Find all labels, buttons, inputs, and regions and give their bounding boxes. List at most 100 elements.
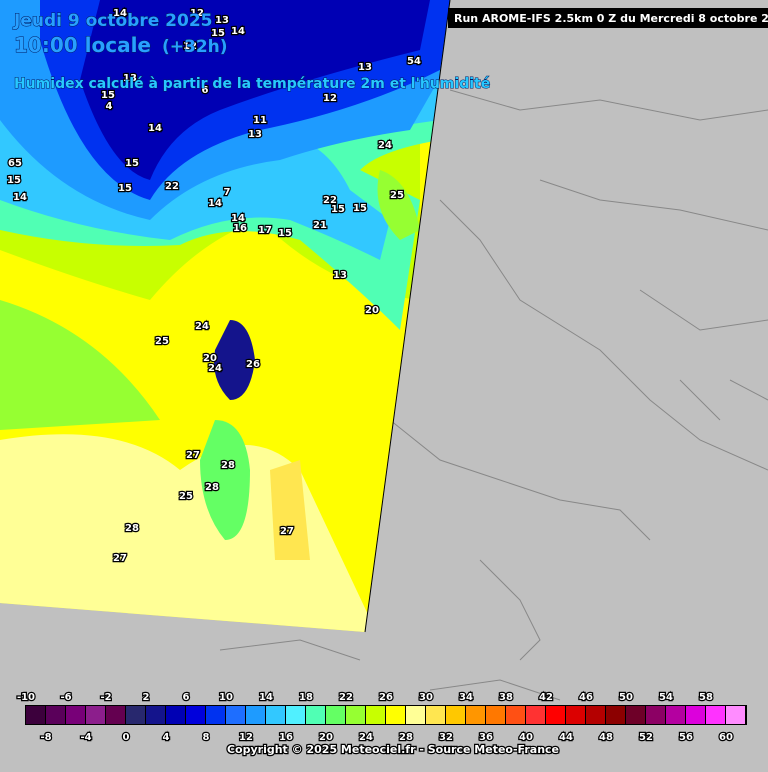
subtitle: Humidex calculé à partir de la températu… — [14, 76, 490, 92]
legend-tick-label: 40 — [519, 732, 533, 743]
contour-label: 15 — [118, 183, 132, 194]
legend-tick-label: 2 — [143, 692, 150, 703]
contour-label: 26 — [246, 359, 260, 370]
land-borders — [219, 89, 768, 701]
contour-label: 14 — [148, 123, 162, 134]
legend-tick-label: 50 — [619, 692, 633, 703]
contour-label: 25 — [390, 190, 404, 201]
legend-tick-label: 44 — [559, 732, 573, 743]
legend-tick-label: 8 — [203, 732, 210, 743]
contour-label: 27 — [113, 553, 127, 564]
domain-edge — [364, 0, 451, 633]
contour-label: 15 — [353, 203, 367, 214]
legend-tick-label: 48 — [599, 732, 613, 743]
contour-label: 54 — [407, 56, 421, 67]
legend-tick-label: 14 — [259, 692, 273, 703]
contour-label: 14 — [231, 26, 245, 37]
legend-tick-label: 54 — [659, 692, 673, 703]
legend-swatch — [666, 706, 685, 724]
contour-label: 14 — [113, 8, 127, 19]
legend-swatch — [126, 706, 145, 724]
legend-tick-label: 56 — [679, 732, 693, 743]
contour-label: 28 — [125, 523, 139, 534]
run-info: Run AROME-IFS 2.5km 0 Z du Mercredi 8 oc… — [454, 12, 768, 25]
contour-label: 13 — [123, 73, 137, 84]
legend-swatch — [346, 706, 365, 724]
legend-tick-label: 16 — [279, 732, 293, 743]
legend-tick-label: 24 — [359, 732, 373, 743]
contour-label: 21 — [313, 220, 327, 231]
legend-swatch — [526, 706, 545, 724]
legend-tick-label: 26 — [379, 692, 393, 703]
legend-swatch — [726, 706, 745, 724]
contour-label: 15 — [125, 158, 139, 169]
contour-label: 27 — [280, 526, 294, 537]
contour-label: 28 — [205, 482, 219, 493]
contour-label: 4 — [106, 101, 113, 112]
legend-tick-label: 58 — [699, 692, 713, 703]
legend-swatch — [226, 706, 245, 724]
contour-label: 20 — [365, 305, 379, 316]
legend-tick-label: 42 — [539, 692, 553, 703]
legend-swatch — [646, 706, 665, 724]
contour-label: 13 — [248, 129, 262, 140]
legend-tick-label: 22 — [339, 692, 353, 703]
legend-tick-label: 52 — [639, 732, 653, 743]
contour-label: 14 — [231, 213, 245, 224]
legend-tick-label: 30 — [419, 692, 433, 703]
contour-label: 15 — [101, 90, 115, 101]
contour-label: 14 — [208, 198, 222, 209]
legend-tick-label: -6 — [60, 692, 71, 703]
time: 10:00 locale — [14, 33, 151, 57]
legend-tick-label: -8 — [40, 732, 51, 743]
legend-swatch — [626, 706, 645, 724]
contour-label: 25 — [179, 491, 193, 502]
legend-tick-label: 10 — [219, 692, 233, 703]
legend-swatch — [186, 706, 205, 724]
contour-label: 13 — [358, 62, 372, 73]
contour-label: 20 — [203, 353, 217, 364]
legend-swatch — [386, 706, 405, 724]
legend-tick-label: 12 — [239, 732, 253, 743]
contour-label: 17 — [258, 225, 272, 236]
legend-swatch — [426, 706, 445, 724]
legend-tick-label: 34 — [459, 692, 473, 703]
legend-swatch — [46, 706, 65, 724]
contour-label: 25 — [155, 336, 169, 347]
contour-label: 11 — [253, 115, 267, 126]
contour-label: 15 — [278, 228, 292, 239]
legend-swatch — [206, 706, 225, 724]
legend-tick-label: 28 — [399, 732, 413, 743]
legend-tick-label: 4 — [163, 732, 170, 743]
legend-tick-label: 32 — [439, 732, 453, 743]
legend-swatch — [706, 706, 725, 724]
lead: (+32h) — [162, 37, 228, 57]
legend-swatch — [26, 706, 45, 724]
legend-swatch — [466, 706, 485, 724]
humidex-field — [0, 0, 450, 632]
legend-swatch — [486, 706, 505, 724]
legend-swatch — [66, 706, 85, 724]
contour-label: 12 — [323, 93, 337, 104]
run-bar — [448, 8, 768, 28]
legend-swatch — [266, 706, 285, 724]
contour-label: 28 — [221, 460, 235, 471]
legend-swatch — [406, 706, 425, 724]
legend-swatch — [86, 706, 105, 724]
legend-swatch — [586, 706, 605, 724]
legend-tick-label: -2 — [100, 692, 111, 703]
legend-tick-label: -10 — [17, 692, 35, 703]
legend-swatch — [366, 706, 385, 724]
legend-tick-label: 0 — [123, 732, 130, 743]
legend-swatch — [446, 706, 465, 724]
legend-swatch — [106, 706, 125, 724]
legend-tick-label: -4 — [80, 732, 91, 743]
legend-swatch — [146, 706, 165, 724]
legend-tick-label: 60 — [719, 732, 733, 743]
contour-label: 14 — [13, 192, 27, 203]
contour-label: 13 — [215, 15, 229, 26]
contour-label: 65 — [8, 158, 22, 169]
legend-tick-label: 46 — [579, 692, 593, 703]
date: Jeudi 9 octobre 2025 — [13, 11, 213, 31]
